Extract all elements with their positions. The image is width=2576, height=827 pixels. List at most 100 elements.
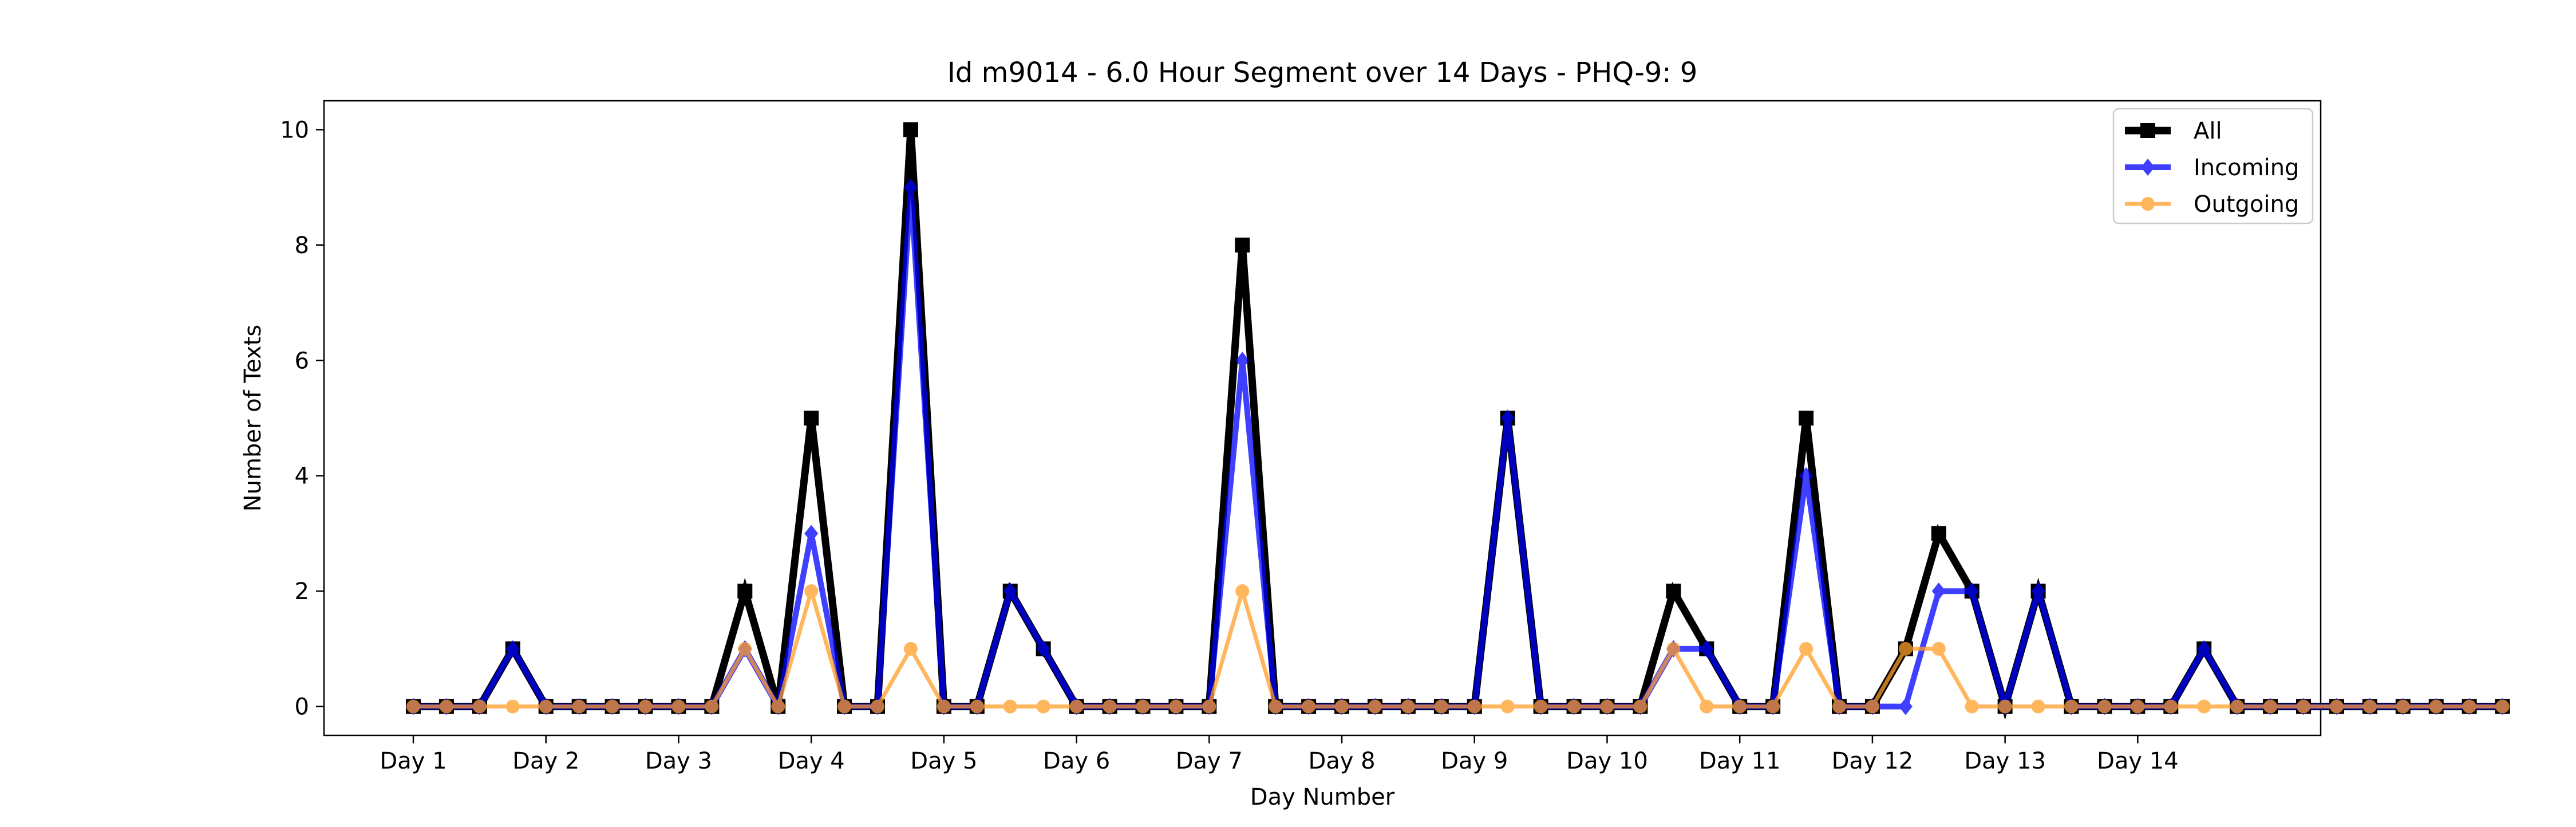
x-tick-label: Day 9 bbox=[1441, 748, 1508, 774]
data-point bbox=[2263, 699, 2278, 714]
legend-entry bbox=[2125, 123, 2171, 138]
data-point bbox=[1700, 640, 1714, 657]
data-point bbox=[1003, 699, 1017, 714]
x-tick-label: Day 10 bbox=[1566, 748, 1648, 774]
data-point bbox=[406, 699, 420, 714]
data-point bbox=[2197, 699, 2211, 714]
data-point bbox=[1633, 699, 1647, 714]
x-tick-label: Day 14 bbox=[2097, 748, 2179, 774]
data-point bbox=[705, 699, 719, 714]
legend-marker bbox=[2141, 197, 2155, 211]
data-point bbox=[472, 699, 487, 714]
data-point bbox=[2197, 640, 2211, 657]
data-point bbox=[2164, 699, 2178, 714]
data-point bbox=[2031, 582, 2045, 600]
data-point bbox=[1965, 699, 1979, 714]
legend-label: All bbox=[2194, 118, 2222, 144]
data-point bbox=[2396, 699, 2410, 714]
data-point bbox=[1500, 409, 1515, 427]
data-point bbox=[804, 525, 819, 542]
legend: All Incoming Outgoing bbox=[2112, 108, 2314, 225]
x-tick-label: Day 6 bbox=[1043, 748, 1110, 774]
data-point bbox=[1103, 699, 1117, 714]
data-point bbox=[903, 641, 918, 656]
series-incoming bbox=[406, 179, 2510, 717]
data-point bbox=[2429, 699, 2443, 714]
data-point bbox=[903, 179, 918, 196]
y-tick-label: 0 bbox=[295, 694, 309, 720]
series-layer bbox=[406, 122, 2510, 720]
data-point bbox=[1666, 584, 1681, 599]
y-axis-label: Number of Texts bbox=[240, 325, 266, 511]
data-point bbox=[1136, 699, 1150, 714]
data-point bbox=[1931, 582, 1946, 600]
data-point bbox=[1235, 352, 1250, 369]
data-point bbox=[2230, 699, 2245, 714]
data-point bbox=[1467, 699, 1481, 714]
data-point bbox=[738, 641, 752, 656]
data-point bbox=[2097, 699, 2112, 714]
data-point bbox=[1666, 641, 1681, 656]
data-point bbox=[2462, 699, 2476, 714]
data-point bbox=[1368, 699, 1382, 714]
x-tick-label: Day 5 bbox=[910, 748, 977, 774]
legend-entry bbox=[2125, 159, 2171, 176]
x-tick-label: Day 11 bbox=[1699, 748, 1781, 774]
data-point bbox=[638, 699, 653, 714]
data-point bbox=[871, 699, 885, 714]
data-point bbox=[1865, 699, 1879, 714]
data-point bbox=[2031, 699, 2045, 714]
data-point bbox=[1003, 582, 1017, 600]
x-tick-label: Day 7 bbox=[1176, 748, 1243, 774]
data-point bbox=[1832, 699, 1846, 714]
data-point bbox=[1036, 640, 1050, 657]
data-point bbox=[1766, 699, 1780, 714]
data-point bbox=[505, 640, 520, 657]
data-point bbox=[737, 584, 753, 599]
data-point bbox=[2495, 699, 2510, 714]
legend-marker bbox=[2140, 123, 2155, 138]
legend-frame bbox=[2112, 108, 2314, 225]
x-tick-label: Day 13 bbox=[1964, 748, 2046, 774]
data-point bbox=[2064, 699, 2079, 714]
data-point bbox=[1302, 699, 1316, 714]
chart-title: Id m9014 - 6.0 Hour Segment over 14 Days… bbox=[947, 57, 1698, 89]
data-point bbox=[2131, 699, 2145, 714]
data-point bbox=[970, 699, 984, 714]
x-tick-label: Day 3 bbox=[645, 748, 712, 774]
data-point bbox=[1434, 699, 1448, 714]
data-point bbox=[937, 699, 951, 714]
data-point bbox=[539, 699, 553, 714]
x-tick-label: Day 1 bbox=[380, 748, 447, 774]
plot-frame bbox=[323, 100, 2322, 737]
y-tick-label: 8 bbox=[295, 233, 309, 259]
data-point bbox=[1931, 526, 1946, 541]
x-tick-label: Day 4 bbox=[778, 748, 845, 774]
data-point bbox=[1335, 699, 1349, 714]
data-point bbox=[1567, 699, 1581, 714]
y-tick-label: 2 bbox=[295, 578, 309, 605]
data-point bbox=[1036, 699, 1050, 714]
data-point bbox=[771, 699, 785, 714]
legend-label: Outgoing bbox=[2194, 191, 2299, 218]
data-point bbox=[1169, 699, 1183, 714]
data-point bbox=[1269, 699, 1283, 714]
legend-marker bbox=[2141, 159, 2155, 176]
data-point bbox=[2362, 699, 2377, 714]
data-point bbox=[1235, 237, 1250, 253]
data-point bbox=[505, 699, 520, 714]
data-point bbox=[605, 699, 619, 714]
data-point bbox=[1069, 699, 1084, 714]
legend-entry bbox=[2125, 197, 2171, 211]
data-point bbox=[837, 699, 852, 714]
data-point bbox=[572, 699, 586, 714]
data-point bbox=[1600, 699, 1614, 714]
data-point bbox=[1700, 699, 1714, 714]
legend-label: Incoming bbox=[2194, 155, 2299, 181]
y-tick-label: 6 bbox=[295, 348, 309, 374]
data-point bbox=[1965, 582, 1979, 600]
x-tick-label: Day 2 bbox=[512, 748, 579, 774]
data-point bbox=[1799, 467, 1814, 485]
y-axis: 0 2 4 6 8 10 bbox=[280, 117, 324, 720]
